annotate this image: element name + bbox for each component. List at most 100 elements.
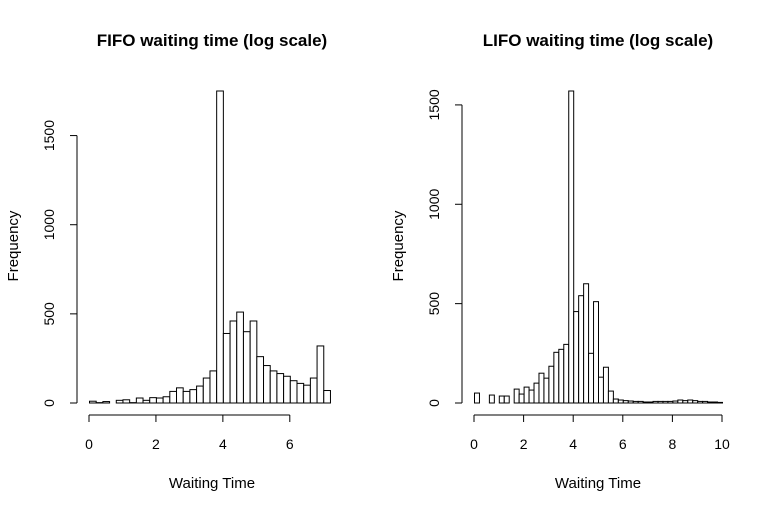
histogram-bar <box>523 386 530 404</box>
histogram-bar <box>573 311 580 404</box>
histogram-bar <box>568 90 575 404</box>
histogram-bar <box>672 400 679 404</box>
histogram-bar <box>662 400 669 404</box>
histogram-bar <box>528 389 535 404</box>
histogram-bar <box>543 377 550 404</box>
y-tick-label: 1000 <box>41 209 57 240</box>
histogram-bar <box>296 382 305 404</box>
histogram-bar <box>135 397 144 404</box>
x-tick-label: 10 <box>714 436 730 452</box>
histogram-bar <box>518 393 525 404</box>
y-tick-label: 500 <box>426 292 442 316</box>
fifo-histogram-panel: FIFO waiting time (log scale) Waiting Ti… <box>5 31 331 492</box>
y-tick-label: 0 <box>426 399 442 407</box>
histogram-bar <box>229 320 238 404</box>
histogram-bar <box>553 351 560 404</box>
histogram-bar <box>647 401 654 404</box>
histogram-bar <box>717 401 723 404</box>
y-tick-label: 1000 <box>426 188 442 219</box>
histogram-bar <box>578 295 585 404</box>
lifo-histogram-panel: LIFO waiting time (log scale) Waiting Ti… <box>390 31 730 492</box>
histogram-bar <box>558 348 565 404</box>
bars <box>474 90 723 404</box>
x-axis-label: Waiting Time <box>169 475 255 492</box>
x-tick-label: 0 <box>470 436 478 452</box>
y-axis: 0 500 1000 1500 <box>41 120 78 407</box>
x-tick-label: 6 <box>619 436 627 452</box>
histogram-bar <box>538 372 545 404</box>
histogram-bar <box>162 396 171 404</box>
x-tick-label: 8 <box>669 436 677 452</box>
histogram-bar <box>202 377 211 404</box>
bars <box>89 90 331 404</box>
histogram-bar <box>276 373 285 404</box>
histogram-bar <box>677 399 684 404</box>
histogram-bar <box>657 400 664 404</box>
histogram-bar <box>667 400 674 404</box>
histogram-bar <box>189 389 198 404</box>
histogram-bar <box>316 345 325 404</box>
histogram-bar <box>196 385 204 404</box>
histogram-bar <box>309 377 318 404</box>
histogram-bar <box>222 332 231 404</box>
histogram-bar <box>149 397 157 404</box>
histogram-bar <box>707 401 714 404</box>
histogram-bar <box>627 400 634 404</box>
histogram-bar <box>682 400 689 404</box>
histogram-bar <box>632 400 639 404</box>
histogram-bar <box>513 388 520 404</box>
y-tick-label: 0 <box>41 399 57 407</box>
histogram-bar <box>115 399 124 404</box>
histogram-bar <box>598 376 604 404</box>
histogram-bar <box>612 398 619 404</box>
histogram-bar <box>498 395 505 404</box>
histogram-bar <box>182 390 191 404</box>
y-axis-label: Frequency <box>390 210 407 281</box>
histogram-bar <box>712 401 719 404</box>
histogram-bar <box>155 397 164 404</box>
histogram-bar <box>236 311 244 404</box>
x-tick-label: 4 <box>569 436 577 452</box>
histogram-bar <box>593 301 599 404</box>
x-tick-label: 2 <box>152 436 160 452</box>
histogram-bar <box>474 392 480 404</box>
histogram-bar <box>176 387 184 404</box>
x-axis-label: Waiting Time <box>555 475 641 492</box>
histogram-bar <box>548 365 555 404</box>
histogram-bar <box>209 370 218 404</box>
x-tick-label: 6 <box>286 436 294 452</box>
histogram-bar <box>607 390 614 404</box>
histogram-bar <box>488 394 495 404</box>
x-tick-label: 2 <box>520 436 528 452</box>
histogram-bar <box>289 380 298 404</box>
histogram-bar <box>583 283 590 404</box>
histogram-bar <box>617 399 624 404</box>
x-tick-label: 4 <box>219 436 227 452</box>
histogram-bar <box>702 400 709 404</box>
histogram-bar <box>256 356 265 404</box>
histogram-bar <box>269 370 278 404</box>
histogram-bar <box>652 400 659 404</box>
histogram-bar <box>622 400 629 404</box>
histogram-bar <box>563 343 570 404</box>
histogram-bar <box>687 399 694 404</box>
histogram-bar <box>89 400 97 404</box>
y-axis: 0 500 1000 1500 <box>426 89 463 407</box>
y-tick-label: 1500 <box>41 120 57 151</box>
y-axis-label: Frequency <box>5 210 22 281</box>
histogram-bar <box>102 401 111 404</box>
x-tick-label: 0 <box>85 436 93 452</box>
histogram-bar <box>249 320 258 404</box>
histogram-bar <box>692 400 699 404</box>
chart-title: LIFO waiting time (log scale) <box>483 31 713 50</box>
histogram-bar <box>142 399 151 404</box>
histogram-bar <box>216 90 224 404</box>
histogram-bar <box>533 382 540 404</box>
histogram-bar <box>637 400 644 404</box>
y-tick-label: 1500 <box>426 89 442 120</box>
histogram-bar <box>602 366 609 404</box>
histogram-bar <box>169 390 178 404</box>
histogram-bar <box>242 331 251 404</box>
x-axis: 0 2 4 6 8 10 <box>470 414 730 452</box>
